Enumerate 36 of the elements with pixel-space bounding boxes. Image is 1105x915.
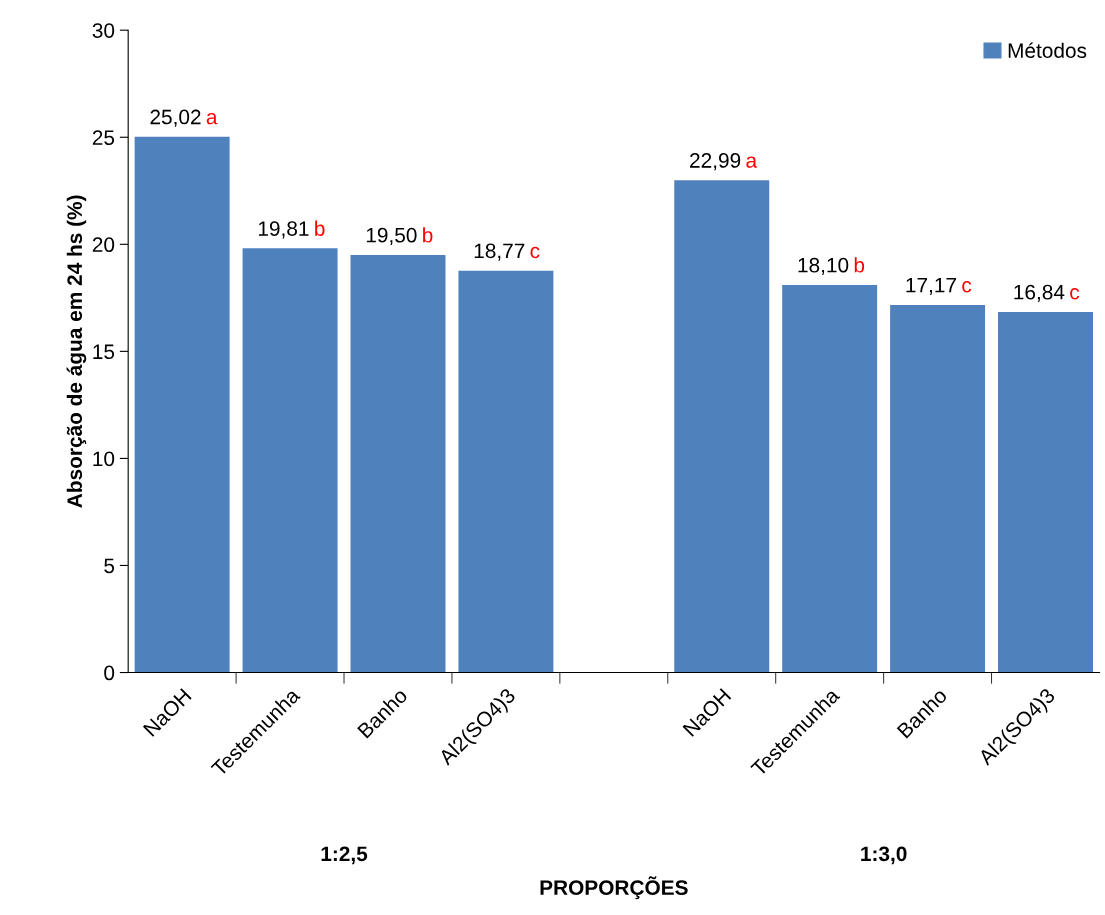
bar xyxy=(242,248,338,673)
data-label: 16,84 xyxy=(1014,284,1065,302)
text: 1:2,5 xyxy=(321,846,368,865)
data-label: 17,17 xyxy=(906,277,956,295)
bar xyxy=(890,304,986,673)
bar xyxy=(350,255,446,673)
bar xyxy=(782,284,878,673)
y-tick-label: 25 xyxy=(92,130,115,145)
legend-label: Métodos xyxy=(1008,42,1087,58)
annotation: c xyxy=(530,246,540,259)
annotation: a xyxy=(206,112,218,125)
data-label: 18,77 xyxy=(474,243,525,261)
bar xyxy=(674,180,770,673)
y-tick-label: 0 xyxy=(104,665,115,681)
annotation: b xyxy=(854,257,865,273)
data-label: 22,99 xyxy=(690,153,741,171)
annotation: a xyxy=(746,156,758,168)
bar xyxy=(134,136,230,673)
x-axis-title: PROPORÇÕES xyxy=(540,876,688,900)
y-tick-label: 15 xyxy=(93,344,115,360)
text: 1:3,0 xyxy=(861,846,907,865)
y-tick-label: 10 xyxy=(93,451,115,467)
data-label: 19,50 xyxy=(366,227,417,246)
bar xyxy=(458,270,554,673)
annotation: b xyxy=(423,227,433,243)
data-label: 18,10 xyxy=(798,257,849,275)
annotation: c xyxy=(962,281,972,293)
y-tick-label: 5 xyxy=(104,558,115,574)
y-tick-label: 20 xyxy=(92,237,115,253)
y-axis-title: Absorção de água em 24 hs (%) xyxy=(66,195,87,508)
data-label: 19,81 xyxy=(258,221,309,239)
bar xyxy=(998,311,1093,673)
annotation: c xyxy=(1070,288,1080,300)
data-label: 25,02 xyxy=(150,109,201,127)
y-tick-label: 30 xyxy=(92,23,115,38)
annotation: b xyxy=(315,220,325,236)
